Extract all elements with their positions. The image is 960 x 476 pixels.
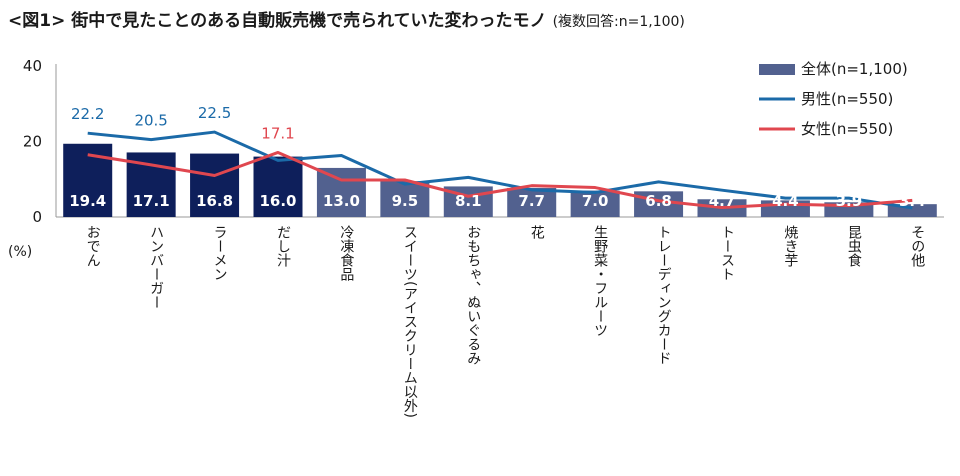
bar (316, 167, 366, 217)
category-label: 冷凍食品 (338, 225, 354, 281)
bar (507, 187, 557, 217)
line-value-label: 22.5 (198, 104, 231, 122)
category-label: その他 (909, 225, 925, 268)
bar-value-label: 19.4 (69, 192, 106, 210)
bar-value-label: 17.1 (133, 192, 170, 210)
category-label: だし汁 (275, 225, 291, 267)
line-value-label: 22.2 (71, 105, 104, 123)
category-label: 生野菜・フルーツ (592, 225, 608, 337)
bar-value-label: 8.1 (455, 192, 482, 210)
series-line (87, 130, 913, 210)
series-line (87, 150, 913, 210)
bar (380, 181, 430, 217)
bar (190, 153, 240, 217)
bar-value-label: 3.4 (899, 192, 926, 210)
category-label: トレーディングカード (656, 225, 672, 365)
category-label: 焼き芋 (782, 225, 798, 267)
category-label: 昆虫食 (846, 225, 862, 267)
bar-value-label: 16.8 (196, 192, 233, 210)
category-label: トースト (719, 225, 735, 281)
bar-value-label: 4.4 (772, 192, 799, 210)
category-label: スイーツ(アイスクリーム以外) (402, 225, 418, 418)
bar (634, 191, 684, 217)
unit-label: (%) (8, 244, 33, 260)
category-label: おでん (85, 225, 101, 267)
y-tick-label: 20 (23, 133, 42, 151)
bar-value-label: 9.5 (392, 192, 419, 210)
legend-entry: 女性(n=550) (801, 120, 893, 138)
category-label: ラーメン (212, 225, 228, 281)
chart-title: <図1> 街中で見たことのある自動販売機で売られていた変わったモノ (複数回答:n… (8, 6, 685, 31)
bar-value-label: 7.7 (518, 192, 545, 210)
title-subtitle: (複数回答:n=1,100) (552, 14, 685, 30)
bar (570, 190, 620, 217)
line-value-label: 20.5 (134, 112, 167, 130)
bar-value-label: 6.8 (645, 192, 672, 210)
bar-value-label: 4.7 (709, 192, 736, 210)
category-label: おもちゃ、ぬいぐるみ (465, 225, 481, 365)
bar (253, 156, 303, 217)
y-tick-label: 0 (32, 208, 42, 226)
legend-entry: 全体(n=1,100) (801, 60, 908, 78)
y-tick-label: 40 (23, 57, 42, 75)
bar-value-label: 7.0 (582, 192, 609, 210)
bar-value-label: 16.0 (259, 192, 296, 210)
legend-entry: 男性(n=550) (801, 90, 893, 108)
line-value-label: 17.1 (261, 124, 294, 142)
title-main: <図1> 街中で見たことのある自動販売機で売られていた変わったモノ (8, 11, 547, 31)
bar-value-label: 13.0 (323, 192, 360, 210)
legend-swatch (759, 64, 795, 75)
bar-value-label: 3.9 (836, 192, 863, 210)
category-label: ハンバーガー (148, 225, 164, 309)
category-label: 花 (529, 225, 545, 240)
